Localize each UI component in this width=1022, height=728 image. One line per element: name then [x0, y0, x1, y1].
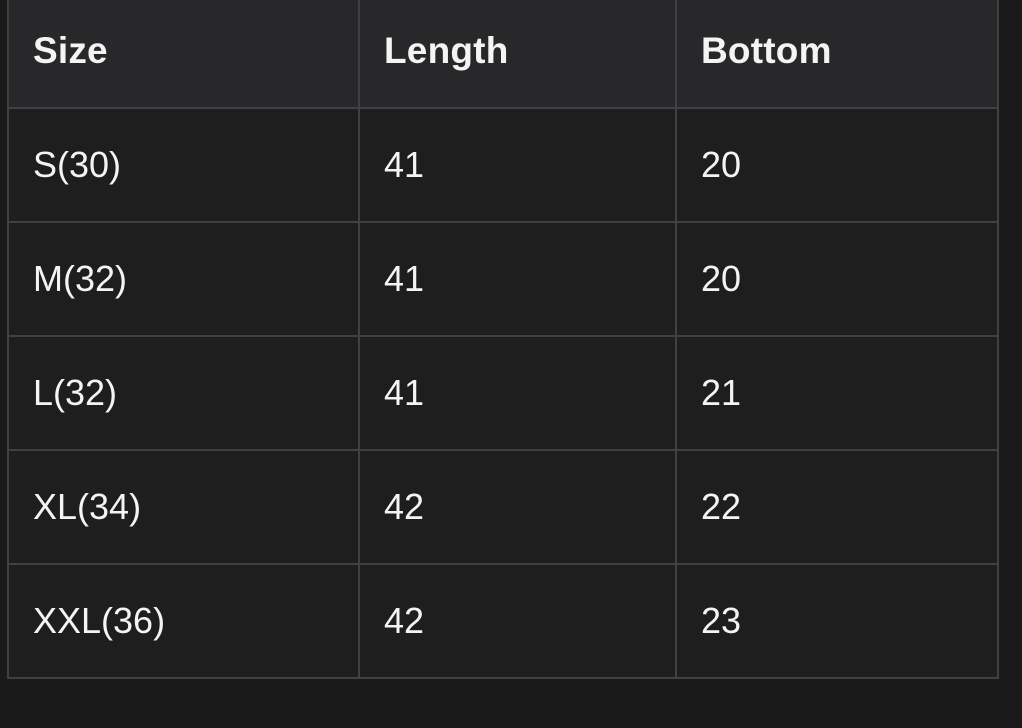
cell-size: S(30): [7, 107, 360, 223]
table-row: S(30) 41 20: [7, 107, 999, 223]
cell-bottom: 23: [675, 563, 999, 679]
table-row: L(32) 41 21: [7, 335, 999, 451]
cell-bottom: 22: [675, 449, 999, 565]
cell-bottom: 21: [675, 335, 999, 451]
cell-size: XXL(36): [7, 563, 360, 679]
column-header-length: Length: [358, 0, 677, 109]
column-header-bottom: Bottom: [675, 0, 999, 109]
cell-length: 41: [358, 107, 677, 223]
cell-length: 42: [358, 563, 677, 679]
cell-size: XL(34): [7, 449, 360, 565]
table-row: XXL(36) 42 23: [7, 563, 999, 679]
cell-bottom: 20: [675, 107, 999, 223]
cell-length: 41: [358, 221, 677, 337]
size-chart-header: Size Length Bottom: [7, 0, 999, 109]
header-row: Size Length Bottom: [7, 0, 999, 109]
size-chart-table: Size Length Bottom S(30) 41 20 M(32) 41 …: [7, 0, 999, 679]
cell-bottom: 20: [675, 221, 999, 337]
cell-size: L(32): [7, 335, 360, 451]
cell-size: M(32): [7, 221, 360, 337]
table-row: M(32) 41 20: [7, 221, 999, 337]
size-chart: Size Length Bottom S(30) 41 20 M(32) 41 …: [7, 0, 999, 679]
size-chart-body: S(30) 41 20 M(32) 41 20 L(32) 41 21 XL(3…: [7, 107, 999, 679]
cell-length: 41: [358, 335, 677, 451]
cell-length: 42: [358, 449, 677, 565]
table-row: XL(34) 42 22: [7, 449, 999, 565]
column-header-size: Size: [7, 0, 360, 109]
